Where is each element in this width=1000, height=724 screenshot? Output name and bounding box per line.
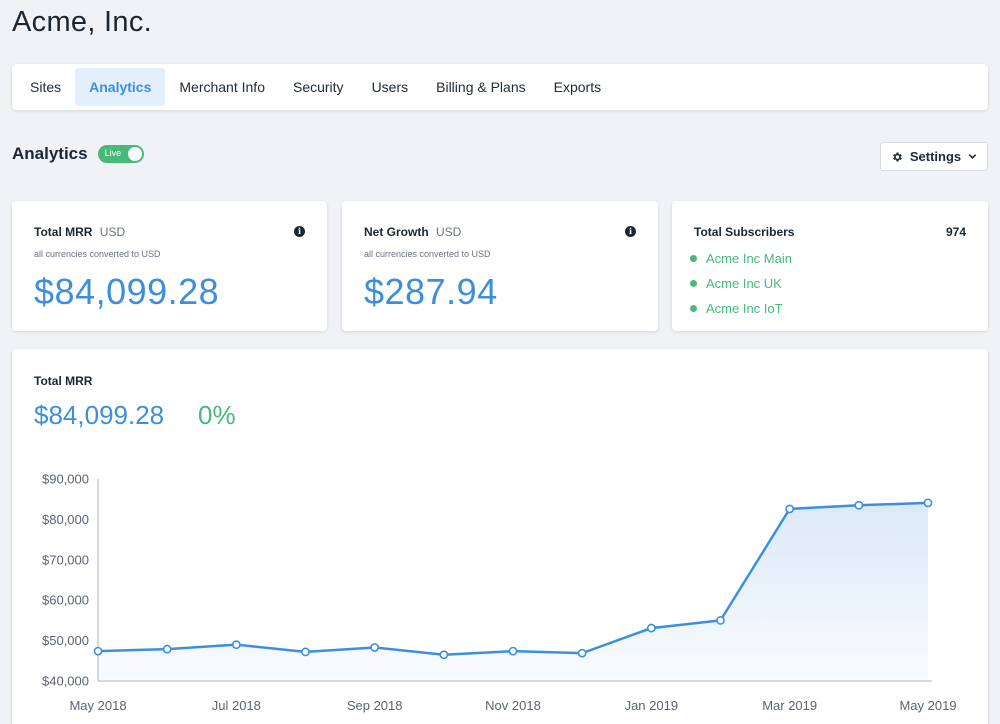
data-point (854, 500, 864, 510)
tab-bar: Sites Analytics Merchant Info Security U… (12, 64, 988, 110)
x-tick-label: Jan 2019 (625, 698, 679, 713)
live-toggle-label: Live (104, 148, 122, 158)
mrr-chart-card: Total MRR $84,099.28 0% $40,000 $50,000 $6… (12, 349, 988, 724)
data-point (716, 615, 725, 625)
total-mrr-card: Total MRR USD i all currencies converted… (12, 201, 327, 331)
total-subscribers-card: Total Subscribers 974 Acme Inc Main Acme… (672, 201, 988, 331)
data-point (508, 646, 518, 656)
section-title: Analytics (12, 144, 88, 163)
x-tick-label: Nov 2018 (485, 698, 541, 713)
x-tick-label: Jul 2018 (212, 698, 261, 713)
data-point (785, 504, 795, 514)
tab-security[interactable]: Security (292, 79, 344, 95)
tab-billing-plans[interactable]: Billing & Plans (436, 79, 526, 95)
y-tick-label: $40,000 (42, 674, 89, 689)
data-point (646, 623, 656, 633)
site-link-main[interactable]: Acme Inc Main (690, 246, 792, 271)
tab-sites[interactable]: Sites (30, 79, 62, 95)
toggle-knob (127, 147, 142, 161)
chart-title: Total MRR (34, 374, 93, 388)
status-dot (690, 255, 697, 262)
status-dot (690, 305, 697, 312)
total-mrr-value: $84,099.28 (34, 271, 220, 312)
x-tick-label: May 2018 (69, 698, 126, 713)
site-label: Acme Inc IoT (706, 301, 783, 316)
company-title: Acme, Inc. (12, 6, 152, 38)
subscribers-label: Total Subscribers (694, 225, 795, 239)
y-tick-label: $80,000 (42, 512, 89, 527)
y-tick-label: $50,000 (42, 633, 89, 648)
y-tick-label: $60,000 (42, 593, 89, 608)
subscribers-count: 974 (945, 225, 966, 239)
card-label: Total MRR (34, 225, 93, 239)
site-link-uk[interactable]: Acme Inc UK (690, 271, 792, 296)
settings-label: Settings (909, 149, 962, 164)
x-tick-label: Mar 2019 (762, 698, 817, 713)
data-point (577, 648, 587, 658)
info-icon[interactable]: i (294, 226, 305, 237)
info-icon[interactable]: i (625, 226, 636, 237)
chart-change-percent: 0% (198, 400, 236, 430)
settings-button[interactable]: Settings (880, 142, 988, 171)
data-point (162, 644, 172, 654)
chevron-down-icon (968, 154, 977, 159)
tab-analytics[interactable]: Analytics (75, 68, 166, 106)
tab-users[interactable]: Users (371, 79, 409, 95)
site-label: Acme Inc UK (706, 276, 782, 291)
card-unit: USD (99, 225, 126, 239)
x-tick-label: May 2019 (899, 698, 956, 713)
status-dot (690, 280, 697, 287)
card-unit: USD (436, 225, 462, 239)
data-point (370, 643, 380, 652)
x-tick-label: Sep 2018 (347, 698, 403, 713)
y-tick-label: $70,000 (42, 552, 89, 567)
tab-exports[interactable]: Exports (553, 79, 602, 95)
card-note: all currencies converted to USD (34, 249, 161, 259)
net-growth-card: Net Growth USD i all currencies converte… (342, 201, 658, 331)
net-growth-value: $287.94 (364, 271, 498, 312)
data-point (301, 647, 310, 657)
gear-icon (893, 152, 902, 161)
chart-area-fill (98, 502, 928, 681)
y-tick-label: $90,000 (42, 472, 89, 487)
mrr-line-chart[interactable]: $40,000 $50,000 $60,000 $70,000 $80,000 $90,0… (12, 349, 988, 724)
card-label: Net Growth (364, 225, 429, 239)
data-point (231, 640, 241, 650)
tab-merchant-info[interactable]: Merchant Info (179, 79, 265, 95)
data-point (923, 498, 933, 508)
site-list: Acme Inc Main Acme Inc UK Acme Inc IoT (690, 246, 792, 321)
data-point (93, 646, 103, 656)
chart-total-value: $84,099.28 (34, 400, 165, 430)
live-toggle[interactable]: Live (97, 145, 144, 163)
data-point (439, 650, 449, 660)
site-link-iot[interactable]: Acme Inc IoT (690, 296, 792, 321)
section-header: Analytics Live (12, 144, 144, 164)
site-label: Acme Inc Main (706, 251, 792, 266)
card-note: all currencies converted to USD (364, 249, 491, 259)
